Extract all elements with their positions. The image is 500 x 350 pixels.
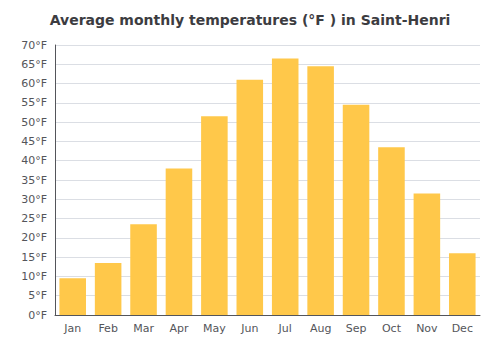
svg-text:Jul: Jul <box>278 322 292 335</box>
svg-text:70°F: 70°F <box>21 39 47 52</box>
svg-text:40°F: 40°F <box>21 154 47 167</box>
svg-text:Jan: Jan <box>63 322 81 335</box>
svg-text:Nov: Nov <box>416 322 438 335</box>
svg-text:Apr: Apr <box>169 322 189 335</box>
svg-text:55°F: 55°F <box>21 96 47 109</box>
svg-text:15°F: 15°F <box>21 251 47 264</box>
svg-text:Oct: Oct <box>382 322 402 335</box>
svg-text:65°F: 65°F <box>21 58 47 71</box>
svg-text:35°F: 35°F <box>21 174 47 187</box>
svg-text:30°F: 30°F <box>21 193 47 206</box>
svg-text:Jun: Jun <box>240 322 258 335</box>
svg-text:Mar: Mar <box>133 322 154 335</box>
svg-text:20°F: 20°F <box>21 231 47 244</box>
svg-text:45°F: 45°F <box>21 135 47 148</box>
svg-text:60°F: 60°F <box>21 77 47 90</box>
svg-text:Dec: Dec <box>452 322 473 335</box>
svg-text:Sep: Sep <box>346 322 367 335</box>
svg-text:0°F: 0°F <box>28 309 47 322</box>
svg-text:25°F: 25°F <box>21 212 47 225</box>
svg-text:5°F: 5°F <box>28 289 47 302</box>
svg-text:Aug: Aug <box>310 322 331 335</box>
svg-text:10°F: 10°F <box>21 270 47 283</box>
svg-text:50°F: 50°F <box>21 116 47 129</box>
svg-text:Average monthly temperatures (: Average monthly temperatures (°F ) in Sa… <box>50 12 451 28</box>
svg-text:Feb: Feb <box>98 322 117 335</box>
svg-text:May: May <box>203 322 226 335</box>
